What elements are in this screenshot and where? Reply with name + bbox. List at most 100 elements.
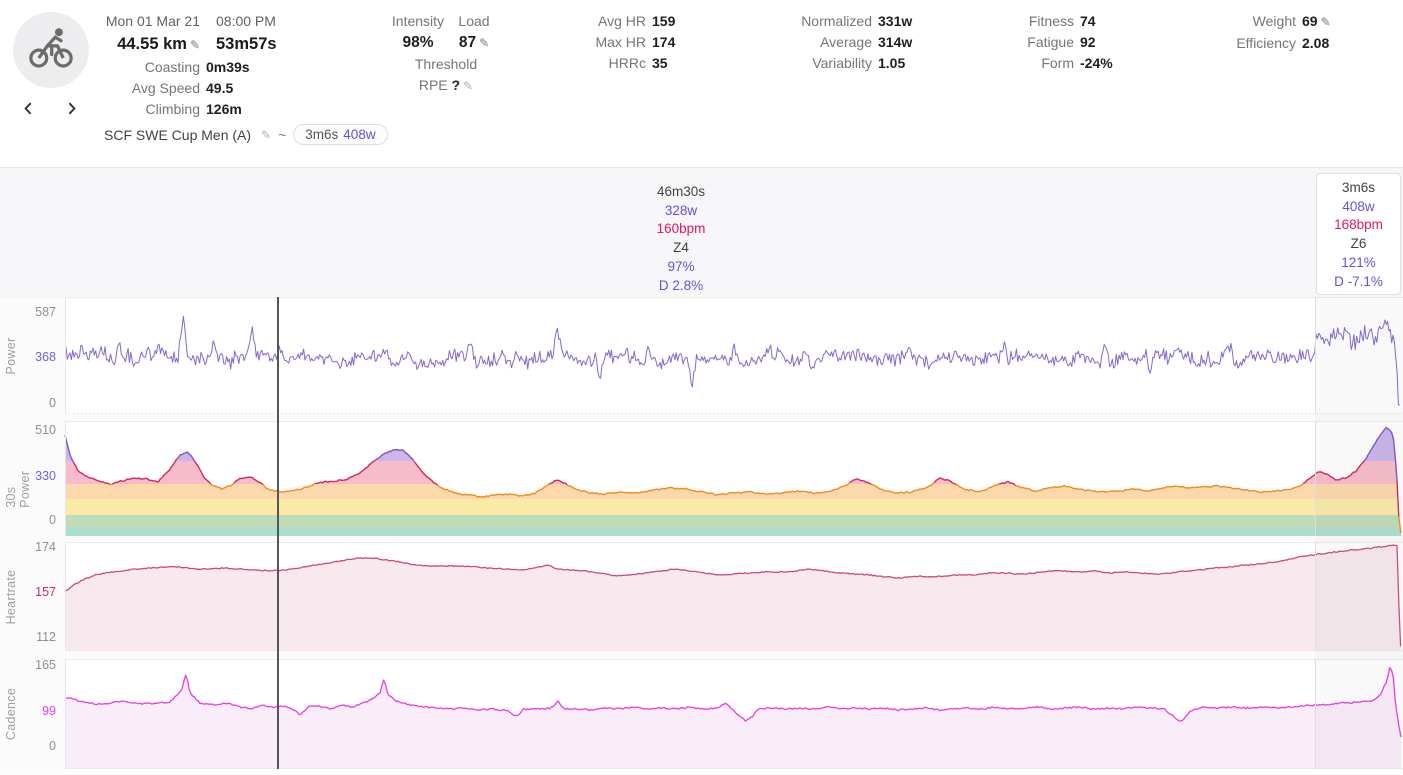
cursor-tooltip: 46m30s 328w 160bpm Z4 97% D 2.8% — [657, 183, 706, 295]
weight-label: Weight — [1252, 13, 1296, 29]
cyclist-icon — [28, 27, 74, 74]
fitness-stats-block: Fitness 74 Fatigue 92 Form -24% — [992, 11, 1113, 74]
edit-rpe-icon[interactable]: ✎ — [463, 79, 474, 93]
edit-activity-name-icon[interactable]: ✎ — [261, 127, 272, 142]
best-effort-chip[interactable]: 3m6s 408w — [293, 124, 388, 145]
cursor-power: 328w — [664, 202, 698, 218]
selection-region[interactable] — [1315, 297, 1403, 769]
heartrate-tick-157: 157 — [35, 585, 56, 599]
selection-decoupling: D -7.1% — [1334, 273, 1383, 289]
load-value: 87 ✎ — [458, 34, 490, 51]
cadence-axis-title: Cadence — [4, 687, 18, 741]
fatigue-label: Fatigue — [1027, 34, 1074, 50]
hr-stats-block: Avg HR 159 Max HR 174 HRRc 35 — [558, 11, 675, 74]
edit-weight-icon[interactable]: ✎ — [1320, 15, 1331, 29]
selection-zone: Z6 — [1350, 236, 1367, 252]
rpe-row: RPE ? ✎ — [386, 75, 506, 97]
power-stats-block: Normalized 331w Average 314w Variability 1.… — [762, 11, 912, 74]
avg-hr-label: Avg HR — [598, 13, 646, 29]
power-30s-axis-title: 30s Power — [4, 470, 32, 508]
selection-time: 3m6s — [1341, 180, 1375, 195]
next-activity-button[interactable] — [61, 98, 82, 119]
chart-tooltip-strip — [0, 168, 1403, 297]
coasting-label: Coasting — [144, 59, 200, 75]
fitness-label: Fitness — [1028, 13, 1074, 29]
efficiency-label: Efficiency — [1236, 35, 1296, 51]
cursor-heartrate: 160bpm — [656, 221, 706, 237]
weight-value: 69 ✎ — [1302, 13, 1331, 29]
chevron-left-icon — [20, 102, 37, 120]
normalized-value: 331w — [878, 13, 913, 29]
climbing-value: 126m — [206, 101, 242, 117]
activity-type-avatar[interactable] — [13, 12, 89, 88]
activity-nav — [18, 98, 82, 119]
cursor-time: 46m30s — [656, 184, 706, 199]
intensity-value: 98% — [402, 34, 434, 51]
body-stats-block: Weight 69 ✎ Efficiency 2.08 — [1178, 11, 1331, 54]
cadence-tick-0: 0 — [49, 739, 56, 753]
best-effort-power: 408w — [343, 127, 376, 142]
selection-power: 408w — [1342, 198, 1375, 214]
power-tick-368: 368 — [35, 350, 56, 364]
max-hr-label: Max HR — [595, 34, 646, 50]
hrrc-label: HRRc — [608, 55, 646, 71]
selection-percent: 121% — [1341, 254, 1376, 270]
avg-speed-value: 49.5 — [206, 80, 234, 96]
hrrc-value: 35 — [652, 55, 668, 71]
rpe-label: RPE — [418, 77, 448, 93]
duration-value: 53m57s — [216, 35, 277, 53]
avg-speed-label: Avg Speed — [131, 80, 200, 96]
power-chart[interactable]: 587 368 0 Power — [0, 297, 1403, 414]
form-label: Form — [1041, 55, 1074, 71]
avg-hr-value: 159 — [652, 13, 676, 29]
cursor-percent: 97% — [667, 258, 695, 274]
load-label: Load — [458, 13, 490, 29]
chevron-right-icon — [63, 102, 80, 120]
activity-date: Mon 01 Mar 21 — [105, 13, 200, 29]
average-power-value: 314w — [878, 34, 913, 50]
power-30s-tick-0: 0 — [49, 513, 56, 527]
power-30s-tick-510: 510 — [35, 423, 56, 437]
fatigue-value: 92 — [1080, 34, 1096, 50]
power-30s-tick-330: 330 — [35, 469, 56, 483]
chart-cursor-line — [277, 297, 279, 775]
prev-activity-button[interactable] — [18, 98, 39, 119]
selection-heartrate: 168bpm — [1334, 217, 1383, 233]
cadence-tick-165: 165 — [35, 658, 56, 672]
power-30s-chart[interactable]: 510 330 0 30s Power — [0, 421, 1403, 536]
heartrate-chart[interactable]: 174 157 112 Heartrate — [0, 540, 1403, 651]
power-tick-0: 0 — [49, 396, 56, 410]
ride-summary-block: Mon 01 Mar 21 08:00 PM 44.55 km ✎ 53m57s … — [100, 11, 400, 120]
intensity-label: Intensity — [391, 13, 445, 29]
rpe-value: ? — [451, 77, 461, 93]
activity-name: SCF SWE Cup Men (A) — [104, 126, 252, 143]
heartrate-tick-112: 112 — [36, 630, 56, 644]
best-effort-duration: 3m6s — [305, 127, 339, 142]
edit-load-icon[interactable]: ✎ — [479, 36, 490, 50]
cadence-tick-99: 99 — [42, 704, 56, 718]
intensity-block: Intensity Load 98% 87 ✎ Threshold RPE ? ✎ — [386, 11, 506, 97]
power-tick-587: 587 — [35, 305, 56, 319]
selection-tooltip: 3m6s 408w 168bpm Z6 121% D -7.1% — [1316, 173, 1401, 295]
activity-name-row: SCF SWE Cup Men (A) ✎ ~ 3m6s 408w — [104, 124, 388, 145]
cursor-zone: Z4 — [673, 240, 689, 256]
x-axis-strip — [0, 769, 1403, 775]
max-hr-value: 174 — [652, 34, 676, 50]
threshold-label: Threshold — [414, 56, 478, 72]
heartrate-axis-title: Heartrate — [4, 569, 18, 624]
ride-charts[interactable]: 46m30s 328w 160bpm Z4 97% D 2.8% 3m6s 40… — [0, 167, 1403, 775]
cursor-decoupling: D 2.8% — [658, 277, 704, 293]
cadence-chart[interactable]: 165 99 0 Cadence — [0, 658, 1403, 769]
variability-value: 1.05 — [878, 55, 906, 71]
distance-value: 44.55 km ✎ — [117, 35, 200, 53]
edit-distance-icon[interactable]: ✎ — [189, 38, 200, 52]
variability-label: Variability — [812, 55, 872, 71]
activity-header: Mon 01 Mar 21 08:00 PM 44.55 km ✎ 53m57s … — [0, 0, 1403, 167]
fitness-value: 74 — [1080, 13, 1096, 29]
heartrate-tick-174: 174 — [35, 540, 56, 554]
form-value: -24% — [1080, 55, 1113, 71]
normalized-label: Normalized — [801, 13, 872, 29]
average-power-label: Average — [820, 34, 872, 50]
efficiency-value: 2.08 — [1302, 35, 1330, 51]
tilde-separator: ~ — [278, 126, 287, 143]
